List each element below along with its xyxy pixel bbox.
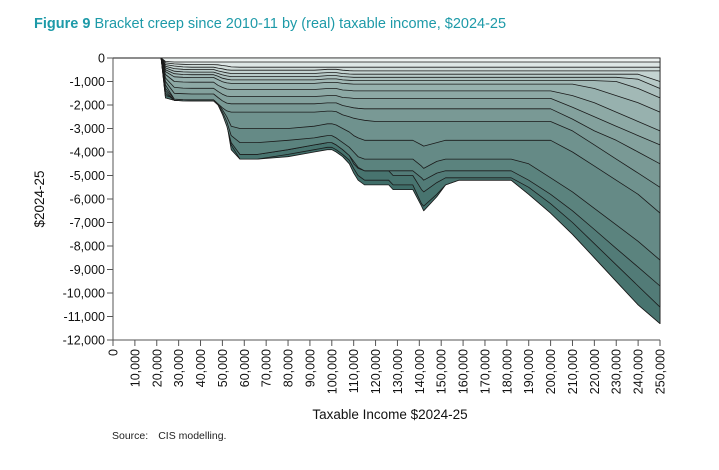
source-label: Source: <box>112 430 149 442</box>
y-tick-label: -1,000 <box>70 75 105 89</box>
y-tick-label: -3,000 <box>70 122 105 136</box>
x-tick-label: 250,000 <box>654 349 668 394</box>
x-tick-label: 90,000 <box>303 349 317 387</box>
series-areas <box>112 57 661 324</box>
x-tick-label: 130,000 <box>391 349 405 394</box>
y-tick-label: -9,000 <box>70 263 105 277</box>
x-tick-label: 150,000 <box>435 349 449 394</box>
x-tick-label: 160,000 <box>457 349 471 394</box>
x-tick-label: 100,000 <box>325 349 339 394</box>
figure-title: Figure 9 Bracket creep since 2010-11 by … <box>34 16 506 32</box>
source-text: CIS modelling. <box>158 430 227 442</box>
x-tick-label: 0 <box>107 349 121 356</box>
y-tick-label: -7,000 <box>70 216 105 230</box>
x-tick-label: 20,000 <box>150 349 164 387</box>
y-tick-label: -12,000 <box>63 334 105 348</box>
figure-title-text: Bracket creep since 2010-11 by (real) ta… <box>94 16 507 32</box>
x-tick-label: 210,000 <box>566 349 580 394</box>
x-tick-label: 230,000 <box>610 349 624 394</box>
source-note: Source: CIS modelling. <box>112 430 226 442</box>
y-tick-label: -8,000 <box>70 240 105 254</box>
x-tick-label: 40,000 <box>194 349 208 387</box>
x-tick-label: 10,000 <box>128 349 142 387</box>
x-tick-label: 170,000 <box>479 349 493 394</box>
x-tick-label: 220,000 <box>588 349 602 394</box>
x-tick-label: 120,000 <box>369 349 383 394</box>
x-tick-label: 70,000 <box>260 349 274 387</box>
x-tick-label: 30,000 <box>172 349 186 387</box>
x-axis-title: Taxable Income $2024-25 <box>312 407 467 422</box>
x-tick-label: 80,000 <box>282 349 296 387</box>
y-tick-label: -2,000 <box>70 99 105 113</box>
x-tick-label: 200,000 <box>544 349 558 394</box>
x-tick-label: 140,000 <box>413 349 427 394</box>
x-tick-label: 190,000 <box>522 349 536 394</box>
y-axis-ticks: 0 -1,000 -2,000 -3,000 -4,000 -5,000 -6,000 -7,… <box>63 52 113 348</box>
figure-label: Figure 9 <box>34 16 91 32</box>
y-tick-label: -4,000 <box>70 146 105 160</box>
y-tick-label: -11,000 <box>64 310 106 324</box>
y-axis-title: $2024-25 <box>32 170 47 227</box>
x-axis-ticks: 0 10,000 20,000 30,000 40,000 50,000 60,000 70,… <box>107 340 668 394</box>
x-tick-label: 110,000 <box>347 349 361 393</box>
y-tick-label: 0 <box>98 52 105 66</box>
x-tick-label: 240,000 <box>632 349 646 394</box>
x-tick-label: 180,000 <box>500 349 514 394</box>
y-tick-label: -6,000 <box>70 193 105 207</box>
x-tick-label: 60,000 <box>238 349 252 387</box>
series-area-1 <box>112 57 661 63</box>
x-tick-label: 50,000 <box>216 349 230 387</box>
y-tick-label: -10,000 <box>63 287 105 301</box>
y-tick-label: -5,000 <box>70 169 105 183</box>
